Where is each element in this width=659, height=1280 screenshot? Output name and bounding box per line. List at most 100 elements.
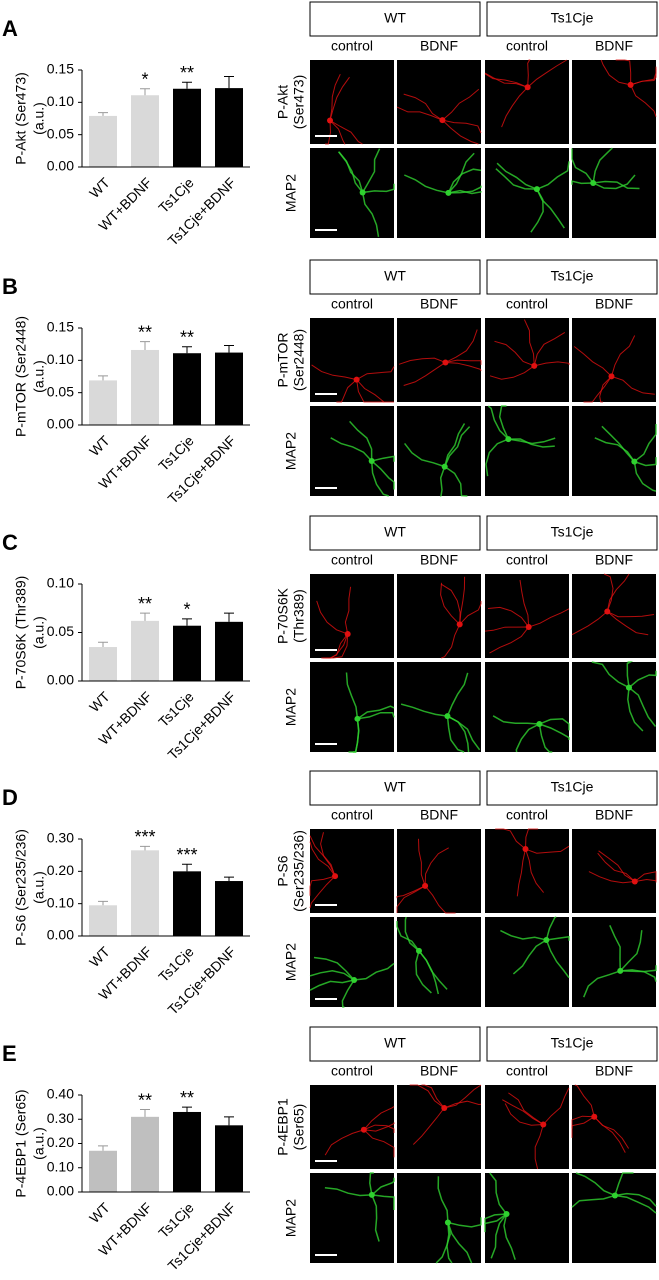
- y-tick-label: 0.00: [47, 158, 74, 174]
- x-tick-label: WT: [86, 432, 113, 459]
- neurite: [370, 460, 390, 497]
- column-label: BDNF: [595, 38, 633, 54]
- y-tick-label: 0.10: [47, 1158, 74, 1174]
- neurite: [398, 357, 446, 365]
- group-label: WT: [384, 779, 406, 795]
- column-label: control: [506, 296, 548, 312]
- row-label: P-4EBP1: [275, 1098, 291, 1156]
- y-tick-label: 0.15: [47, 319, 74, 335]
- y-axis-label: (a.u.): [31, 360, 47, 393]
- neurite: [313, 956, 355, 981]
- neurite: [361, 148, 381, 193]
- neurite: [525, 845, 570, 854]
- micrograph: [485, 60, 569, 144]
- soma: [540, 1121, 547, 1128]
- neurite: [619, 930, 643, 972]
- group-box: [486, 770, 658, 806]
- error-bar: [140, 88, 150, 96]
- soma: [631, 878, 638, 885]
- neurite: [489, 1172, 508, 1215]
- bar: [131, 1116, 159, 1192]
- neurite: [633, 424, 657, 463]
- micrograph: [397, 917, 481, 1007]
- neurite: [490, 1213, 508, 1259]
- bar: [173, 88, 201, 167]
- neurite: [357, 705, 395, 720]
- y-tick-label: 0.30: [47, 830, 74, 846]
- neurite: [606, 611, 649, 636]
- neurite: [447, 1217, 482, 1228]
- neurite: [371, 1194, 380, 1242]
- micrograph: [572, 662, 656, 752]
- neurite: [404, 916, 420, 952]
- error-bar: [98, 375, 108, 381]
- neurite: [309, 875, 336, 896]
- neurite: [362, 183, 395, 194]
- y-axis-label: P-4EBP1 (Ser65): [13, 1089, 29, 1197]
- error-bar: [182, 618, 192, 626]
- neurite: [371, 1177, 395, 1196]
- soma: [608, 373, 615, 380]
- neurite: [311, 364, 357, 381]
- bar: [215, 88, 243, 167]
- error-bar: [98, 1145, 108, 1151]
- neurite: [325, 120, 332, 145]
- significance: **: [138, 322, 152, 342]
- panel-letter: D: [2, 785, 18, 810]
- row-label: P-S6: [275, 855, 291, 886]
- neurite: [448, 185, 482, 194]
- neurite: [492, 715, 540, 725]
- group-label: Ts1Cje: [551, 1035, 594, 1051]
- soma: [627, 81, 634, 88]
- row-label: (Ser2448): [291, 329, 307, 391]
- neurite: [404, 442, 445, 468]
- panel-letter: A: [2, 16, 18, 41]
- soma: [625, 684, 632, 691]
- neurite: [487, 606, 530, 628]
- group-label: WT: [384, 268, 406, 284]
- column-label: control: [331, 807, 373, 823]
- neurite: [403, 362, 446, 386]
- micrograph: [485, 829, 569, 913]
- neurite: [329, 120, 363, 145]
- soma: [359, 189, 366, 196]
- micrograph: [310, 406, 394, 496]
- y-axis-label: P-Akt (Ser473): [13, 72, 29, 165]
- group-box: [309, 1, 481, 37]
- row-label: P-Akt: [275, 85, 291, 119]
- soma: [444, 713, 451, 720]
- y-axis-label: (a.u.): [31, 1127, 47, 1160]
- group-label: Ts1Cje: [551, 10, 594, 26]
- neurite: [611, 375, 655, 395]
- bar: [215, 352, 243, 425]
- neurite: [508, 1092, 544, 1125]
- column-label: control: [331, 38, 373, 54]
- micrograph: [485, 318, 569, 402]
- error-bar: [140, 845, 150, 851]
- soma: [360, 1126, 367, 1133]
- soma: [441, 463, 448, 470]
- group-label: WT: [384, 10, 406, 26]
- neurite: [447, 715, 481, 751]
- y-tick-label: 0.10: [47, 894, 74, 910]
- neurite: [609, 924, 622, 971]
- micrograph: [397, 60, 481, 144]
- neurite: [424, 885, 456, 914]
- row-label: MAP2: [283, 174, 299, 212]
- y-tick-label: 0.00: [47, 1183, 74, 1199]
- micrograph: [485, 148, 569, 238]
- error-bar: [182, 81, 192, 89]
- soma: [617, 967, 624, 974]
- neurite: [309, 979, 355, 991]
- neurite: [592, 174, 636, 190]
- y-axis-label: P-S6 (Ser235/236): [13, 829, 29, 946]
- error-bar: [98, 641, 108, 648]
- row-label: MAP2: [283, 1199, 299, 1237]
- neurite: [330, 437, 373, 462]
- neurite: [341, 979, 355, 1008]
- neurite: [418, 838, 426, 887]
- neurite: [519, 579, 530, 628]
- neurite: [440, 583, 461, 625]
- y-axis-label: P-mTOR (Ser2448): [13, 316, 29, 437]
- neurite: [634, 871, 657, 882]
